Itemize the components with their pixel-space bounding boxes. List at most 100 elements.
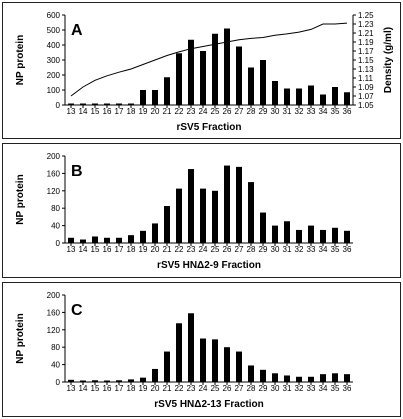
bar-35	[332, 373, 338, 382]
bar-36	[344, 92, 350, 105]
x-tick-label: 18	[127, 384, 136, 393]
bar-21	[164, 351, 170, 382]
bar-25	[212, 339, 218, 382]
x-tick-label: 32	[295, 384, 304, 393]
bar-28	[248, 365, 254, 382]
x-tick-label: 32	[295, 245, 304, 254]
bar-31	[284, 375, 290, 382]
bar-21	[164, 206, 170, 243]
x-tick-label: 17	[115, 245, 124, 254]
y-tick-label: 100	[47, 86, 61, 95]
x-tick-label: 25	[211, 245, 220, 254]
bar-18	[128, 235, 134, 243]
y-tick-label: 40	[51, 222, 60, 231]
bar-14	[80, 380, 86, 382]
x-tick-label: 26	[223, 384, 232, 393]
x-tick-label: 33	[307, 107, 316, 116]
x-tick-label: 19	[139, 245, 148, 254]
bar-33	[308, 225, 314, 243]
bar-20	[152, 223, 158, 243]
x-tick-label: 20	[151, 245, 160, 254]
x-tick-label: 24	[199, 245, 208, 254]
bar-36	[344, 230, 350, 243]
x-tick-label: 25	[211, 107, 220, 116]
bar-17	[116, 103, 122, 105]
x-tick-label: 18	[127, 107, 136, 116]
bar-29	[260, 60, 266, 105]
y-tick-label: 160	[47, 308, 61, 317]
bar-15	[92, 103, 98, 105]
x-tick-label: 31	[283, 384, 292, 393]
bar-34	[320, 94, 326, 105]
x-tick-label: 27	[235, 107, 244, 116]
bar-23	[188, 169, 194, 243]
y2-tick-label: 1.07	[358, 92, 374, 101]
x-tick-label: 24	[199, 384, 208, 393]
bar-18	[128, 103, 134, 105]
bar-19	[140, 230, 146, 243]
bar-25	[212, 33, 218, 105]
x-tick-label: 20	[151, 384, 160, 393]
x-tick-label: 16	[103, 384, 112, 393]
x-tick-label: 19	[139, 384, 148, 393]
x-tick-label: 35	[331, 245, 340, 254]
y-axis-title: NP protein	[15, 174, 26, 224]
bar-18	[128, 379, 134, 382]
x-tick-label: 34	[319, 245, 328, 254]
panel-label: B	[71, 163, 83, 180]
x-tick-label: 30	[271, 107, 280, 116]
x-tick-label: 17	[115, 107, 124, 116]
x-tick-label: 26	[223, 245, 232, 254]
bar-22	[176, 53, 182, 105]
bar-27	[236, 166, 242, 243]
x-tick-label: 21	[163, 245, 172, 254]
bar-20	[152, 90, 158, 105]
x-tick-label: 33	[307, 245, 316, 254]
bar-15	[92, 236, 98, 243]
x-tick-label: 33	[307, 384, 316, 393]
bar-24	[200, 51, 206, 105]
bar-33	[308, 85, 314, 105]
bar-13	[68, 237, 74, 243]
bar-24	[200, 338, 206, 382]
y-tick-label: 0	[56, 101, 61, 110]
x-tick-label: 19	[139, 107, 148, 116]
x-tick-label: 15	[91, 384, 100, 393]
y2-tick-label: 1.11	[358, 74, 374, 83]
x-tick-label: 30	[271, 384, 280, 393]
bar-16	[104, 380, 110, 382]
density-line	[70, 22, 348, 97]
bar-14	[80, 103, 86, 105]
y-tick-label: 160	[47, 169, 61, 178]
bar-28	[248, 67, 254, 105]
bar-16	[104, 237, 110, 243]
x-tick-label: 32	[295, 107, 304, 116]
x-tick-label: 21	[163, 107, 172, 116]
x-tick-label: 23	[187, 107, 196, 116]
x-tick-label: 27	[235, 245, 244, 254]
bar-16	[104, 103, 110, 105]
bar-30	[272, 373, 278, 382]
bar-22	[176, 323, 182, 382]
bar-34	[320, 229, 326, 243]
y-tick-label: 0	[56, 239, 61, 248]
y-tick-label: 200	[47, 152, 61, 161]
x-tick-label: 16	[103, 107, 112, 116]
x-tick-label: 23	[187, 384, 196, 393]
x-tick-label: 14	[79, 245, 88, 254]
x-tick-label: 31	[283, 245, 292, 254]
y2-axis-title: Density (g/ml)	[383, 27, 394, 93]
bar-13	[68, 379, 74, 382]
y2-tick-label: 1.25	[358, 11, 374, 20]
bar-26	[224, 28, 230, 105]
bar-31	[284, 221, 290, 243]
panel-label: A	[71, 22, 83, 39]
x-tick-label: 30	[271, 245, 280, 254]
x-tick-label: 28	[247, 384, 256, 393]
bar-26	[224, 347, 230, 382]
y-tick-label: 40	[51, 361, 60, 370]
bar-14	[80, 239, 86, 243]
x-tick-label: 22	[175, 245, 184, 254]
y-tick-label: 500	[47, 26, 61, 35]
